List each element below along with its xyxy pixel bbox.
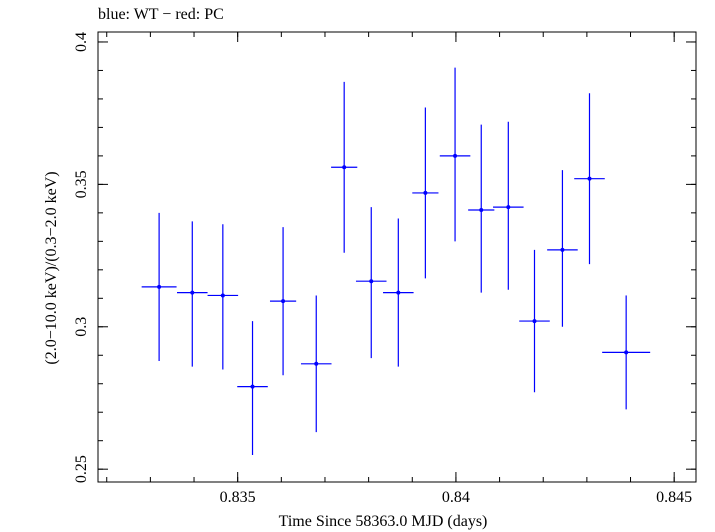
y-tick-label: 0.35	[73, 170, 90, 198]
chart-title: blue: WT − red: PC	[98, 6, 224, 23]
data-marker	[453, 153, 458, 158]
y-tick-label: 0.4	[73, 32, 90, 52]
x-tick-label: 0.84	[442, 489, 470, 506]
data-point	[355, 207, 387, 359]
data-point	[602, 295, 651, 410]
data-marker	[423, 190, 428, 195]
data-marker	[587, 176, 592, 181]
data-points	[141, 67, 651, 455]
y-tick-label: 0.25	[73, 455, 90, 483]
data-marker	[369, 279, 374, 284]
data-point	[493, 121, 524, 290]
x-tick-label: 0.835	[220, 489, 256, 506]
data-point	[383, 218, 414, 367]
x-axis-label: Time Since 58363.0 MJD (days)	[279, 513, 488, 530]
data-point	[331, 81, 358, 253]
data-point	[519, 249, 550, 393]
data-point	[547, 170, 578, 327]
data-point	[574, 93, 605, 265]
data-point	[177, 221, 208, 367]
data-marker	[190, 290, 195, 295]
data-point	[269, 227, 297, 376]
data-marker	[250, 384, 255, 389]
axes: 0.835 0.84 0.845 0.25 0.3 0.35 0.4	[73, 31, 697, 506]
data-marker	[506, 205, 511, 210]
data-marker	[479, 208, 484, 213]
plot-frame	[97, 31, 697, 483]
data-point	[439, 67, 471, 242]
data-marker	[314, 361, 319, 366]
data-point	[300, 295, 332, 433]
data-point	[141, 212, 177, 361]
y-axis-label: (2.0−10.0 keV)/(0.3−2.0 keV)	[43, 171, 60, 364]
data-point	[468, 124, 495, 293]
data-point	[237, 321, 268, 455]
data-marker	[157, 284, 162, 289]
x-tick-label: 0.845	[656, 489, 692, 506]
y-tick-label: 0.3	[73, 317, 90, 337]
data-marker	[532, 319, 537, 324]
data-marker	[624, 350, 629, 355]
data-marker	[342, 165, 347, 170]
data-marker	[220, 293, 225, 298]
data-marker	[281, 299, 286, 304]
data-point	[412, 107, 439, 279]
data-marker	[560, 247, 565, 252]
data-marker	[396, 290, 401, 295]
data-point	[207, 224, 239, 370]
